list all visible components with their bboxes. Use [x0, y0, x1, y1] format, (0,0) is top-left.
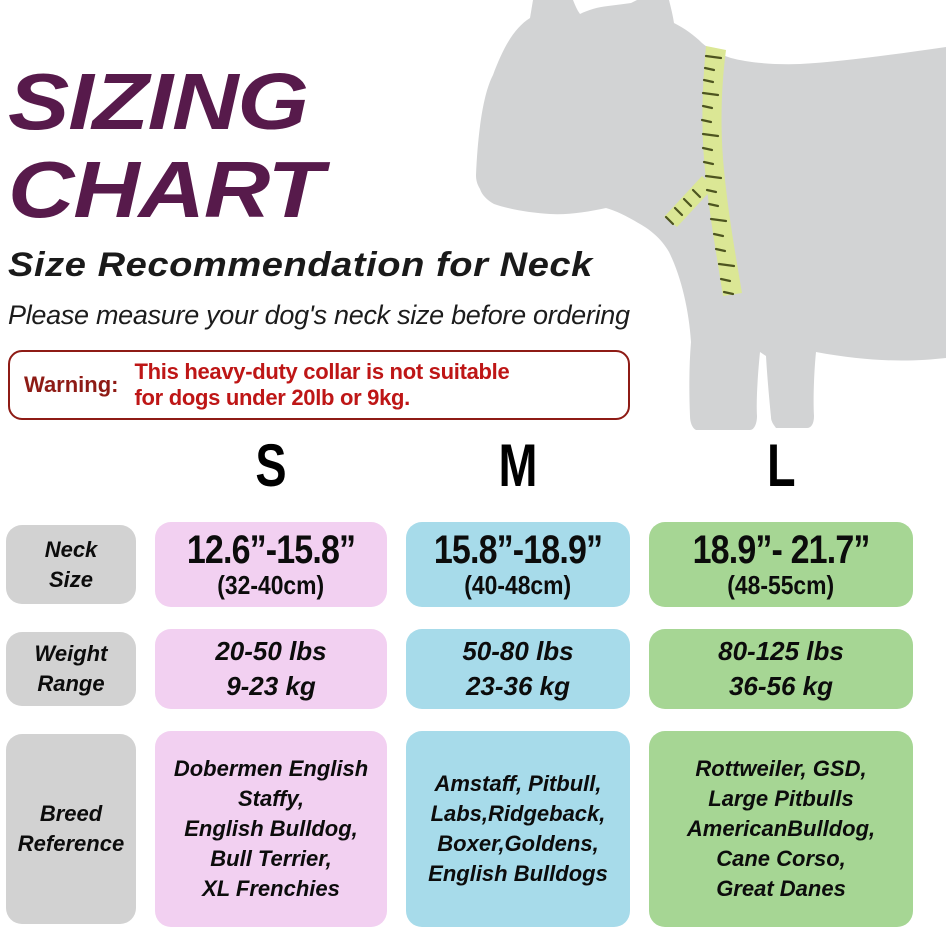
cell-breed-l: Rottweiler, GSD, Large Pitbulls American…	[649, 731, 913, 927]
warning-text: This heavy-duty collar is not suitable f…	[134, 359, 510, 410]
row-header-weight-range: Weight Range	[6, 632, 136, 706]
row-header-weight-range-label: Weight Range	[34, 641, 108, 696]
column-header-m: M	[406, 436, 630, 500]
neck-size-l-inches: 18.9”- 21.7”	[692, 528, 871, 573]
measure-note: Please measure your dog's neck size befo…	[8, 300, 630, 330]
cell-weight-l: 80-125 lbs 36-56 kg	[649, 629, 913, 709]
cell-neck-size-m: 15.8”-18.9” (40-48cm)	[406, 522, 630, 607]
measuring-tape-icon	[664, 46, 742, 296]
column-header-s-label: S	[255, 432, 287, 499]
row-header-neck-size-label: Neck Size	[44, 536, 98, 592]
row-header-breed-reference-label: Breed Reference	[17, 801, 125, 856]
neck-size-m-inches: 15.8”-18.9”	[433, 528, 603, 573]
weight-l-value: 80-125 lbs 36-56 kg	[718, 635, 844, 701]
weight-m-value: 50-80 lbs 23-36 kg	[462, 635, 574, 701]
dog-silhouette-graphic	[476, 0, 946, 430]
row-header-neck-size: Neck Size	[6, 525, 136, 604]
column-header-l: L	[649, 436, 913, 500]
cell-breed-s: Dobermen English Staffy, English Bulldog…	[155, 731, 387, 927]
warning-label: Warning:	[24, 372, 119, 397]
neck-size-l-cm: (48-55cm)	[727, 570, 835, 601]
size-table: S M L Neck Size 12.6”-15.8” (32-40cm) 15…	[6, 436, 913, 927]
weight-s-value: 20-50 lbs 9-23 kg	[215, 635, 327, 701]
warning-box: Warning: This heavy-duty collar is not s…	[8, 350, 630, 420]
cell-neck-size-s: 12.6”-15.8” (32-40cm)	[155, 522, 387, 607]
corner-spacer	[6, 448, 136, 500]
column-header-s: S	[155, 436, 387, 500]
column-header-l-label: L	[766, 432, 796, 499]
breed-l-list: Rottweiler, GSD, Large Pitbulls American…	[686, 755, 876, 902]
page-subtitle: Size Recommendation for Neck	[8, 246, 593, 284]
neck-size-s-inches: 12.6”-15.8”	[186, 528, 356, 573]
neck-size-s-cm: (32-40cm)	[217, 570, 325, 601]
cell-neck-size-l: 18.9”- 21.7” (48-55cm)	[649, 522, 913, 607]
page-title: SIZING CHART	[8, 57, 324, 234]
column-header-m-label: M	[498, 432, 538, 499]
cell-breed-m: Amstaff, Pitbull, Labs,Ridgeback, Boxer,…	[406, 731, 630, 927]
breed-s-list: Dobermen English Staffy, English Bulldog…	[173, 755, 369, 902]
neck-size-m-cm: (40-48cm)	[464, 570, 572, 601]
breed-m-list: Amstaff, Pitbull, Labs,Ridgeback, Boxer,…	[428, 770, 608, 887]
tape-tick-marks	[664, 54, 736, 296]
cell-weight-m: 50-80 lbs 23-36 kg	[406, 629, 630, 709]
cell-weight-s: 20-50 lbs 9-23 kg	[155, 629, 387, 709]
row-header-breed-reference: Breed Reference	[6, 734, 136, 924]
